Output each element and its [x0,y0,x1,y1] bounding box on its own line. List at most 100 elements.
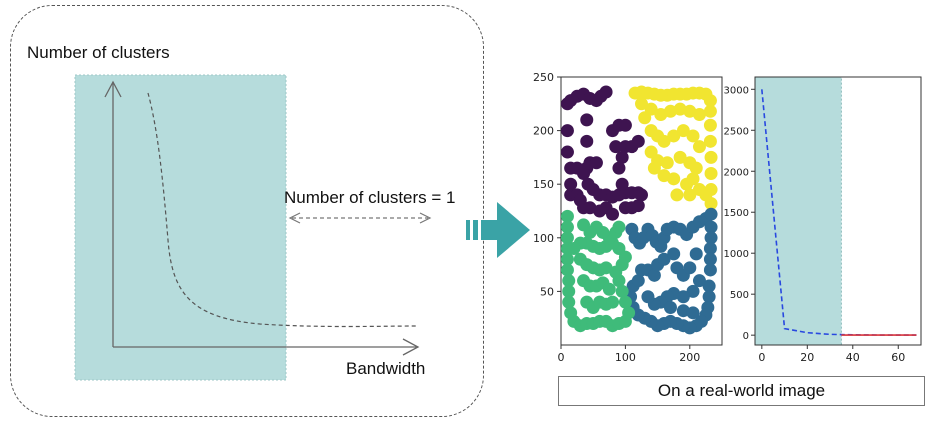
scatter-point-green [577,218,591,232]
scatter-point-purple [577,166,591,180]
scatter-axes: 0 100 200 50 100 150 200 250 [533,71,700,364]
scatter-point-teal_blue [692,274,706,288]
scatter-point-teal_blue [631,274,645,288]
concept-panel [10,5,484,417]
scatter-point-yellow [667,129,681,143]
scatter-point-yellow [704,150,718,164]
scatter-point-purple [580,134,594,148]
caption: On a real-world image [558,376,925,406]
scatter-point-purple [615,177,629,191]
scatter-point-yellow [703,118,717,132]
low-bandwidth-region [74,74,287,381]
line-y-tick-label: 1500 [724,208,749,219]
scatter-x-tick-label: 200 [679,351,700,364]
scatter-point-purple [631,199,645,213]
scatter-point-green [599,261,613,275]
y-axis-arrowhead [104,80,122,98]
scatter-point-purple [599,85,613,99]
scatter-point-yellow [704,166,718,180]
line-y-tick-label: 0 [743,331,749,342]
scatter-y-tick-label: 250 [533,71,554,84]
scatter-point-teal_blue [686,306,700,320]
scatter-point-yellow [635,97,648,111]
scatter-point-teal_blue [641,290,655,304]
scatter-point-teal_blue [657,252,671,266]
scatter-point-yellow [699,188,713,202]
scatter-point-yellow [676,124,690,138]
scatter-point-green [560,220,574,234]
scatter-x-tick-label: 100 [615,351,636,364]
scatter-point-green [560,252,574,266]
cluster-count-curve [147,92,419,328]
scatter-y-tick-label: 50 [540,285,554,298]
x-axis-label: Bandwidth [346,359,426,378]
scatter-point-yellow [689,161,703,175]
scatter-point-teal_blue [663,300,677,314]
line-y-tick-label: 500 [730,290,749,301]
scatter-y-tick-label: 100 [533,232,554,245]
range-arrowhead-right [419,212,432,224]
scatter-point-yellow [703,94,717,108]
scatter-point-green [567,242,581,256]
line-plot-frame [754,76,922,346]
scatter-point-green [560,209,574,223]
scatter-point-yellow [686,129,700,143]
scatter-point-purple [606,207,620,221]
scatter-point-green [602,282,616,296]
transition-arrow-icon [466,202,530,258]
line-y-tick-label: 2500 [724,126,749,137]
line-x-tick-label: 0 [758,351,765,364]
scatter-point-teal_blue [704,231,718,245]
line-x-tick-label: 60 [891,351,905,364]
scatter-point-green [606,295,620,309]
scatter-point-purple [609,140,623,154]
scatter-point-teal_blue [702,279,716,293]
scatter-point-yellow [673,150,687,164]
scatter-point-purple [615,150,629,164]
scatter-point-teal_blue [676,304,690,318]
scatter-point-teal_blue [702,290,716,304]
scatter-x-tick-label: 0 [558,351,565,364]
scatter-point-teal_blue [703,252,717,266]
scatter-point-yellow [683,188,697,202]
scatter-point-teal_blue [689,247,703,261]
scatter-point-teal_blue [704,220,718,234]
scatter-point-yellow [692,140,706,154]
scatter-point-purple [560,124,574,138]
scatter-point-yellow [657,134,671,148]
scatter-point-yellow [670,188,684,202]
scatter-point-purple [560,145,574,159]
scatter-point-yellow [647,161,661,175]
scatter-point-yellow [703,104,717,118]
scatter-point-purple [612,161,626,175]
scatter-point-purple [580,113,594,127]
scatter-point-green [562,295,576,309]
scatter-point-green [560,231,574,245]
scatter-point-teal_blue [703,263,717,277]
range-arrowhead-left [288,212,301,224]
scatter-point-green [622,306,636,320]
scatter-y-tick-label: 200 [533,125,554,138]
scatter-point-purple [618,118,632,132]
scatter-point-yellow [660,156,674,170]
x-axis-arrowhead [402,338,420,356]
scatter-point-yellow [686,172,700,186]
scatter-point-green [618,295,632,309]
scatter-point-green [612,220,626,234]
scatter-point-teal_blue [704,207,718,221]
scatter-point-teal_blue [647,268,661,282]
line-x-tick-label: 20 [800,351,814,364]
scatter-point-yellow [644,102,658,116]
scatter-point-green [562,284,576,298]
scatter-point-yellow [703,134,717,148]
scatter-point-purple [631,134,645,148]
scatter-point-teal_blue [667,247,681,261]
line-y-tick-label: 2000 [724,167,749,178]
scatter-point-green [562,274,576,288]
y-axis-label: Number of clusters [27,43,170,62]
scatter-point-yellow [692,108,706,122]
line-plot-content: 0 20 40 60 0 500 1000 1500 2000 2500 3000 [724,76,922,364]
